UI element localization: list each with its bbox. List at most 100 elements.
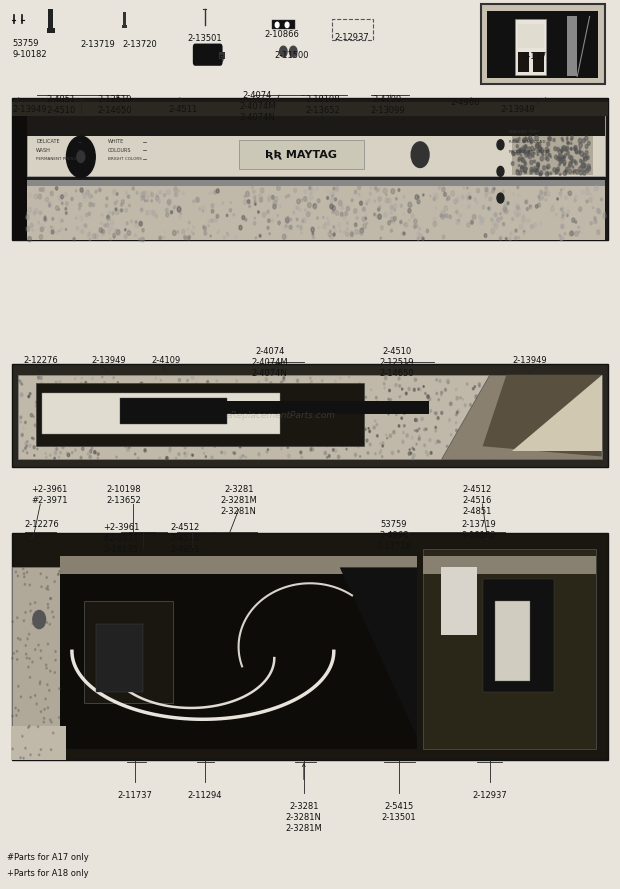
Bar: [12, 98, 608, 240]
Circle shape: [516, 149, 520, 155]
Circle shape: [264, 441, 265, 444]
Circle shape: [105, 204, 108, 207]
Circle shape: [243, 392, 246, 395]
Circle shape: [569, 191, 572, 196]
Circle shape: [184, 236, 187, 239]
Circle shape: [531, 393, 533, 395]
Circle shape: [577, 379, 578, 380]
Circle shape: [33, 416, 34, 418]
Circle shape: [570, 231, 574, 236]
Circle shape: [71, 412, 73, 416]
Circle shape: [252, 186, 254, 188]
Circle shape: [379, 206, 381, 208]
Circle shape: [575, 195, 577, 197]
Circle shape: [419, 228, 420, 230]
Circle shape: [418, 435, 420, 437]
Circle shape: [433, 218, 436, 221]
Circle shape: [387, 437, 388, 439]
Circle shape: [343, 215, 346, 220]
Circle shape: [365, 428, 366, 430]
Circle shape: [544, 192, 547, 196]
Circle shape: [108, 211, 110, 213]
Circle shape: [560, 158, 564, 163]
Circle shape: [58, 717, 60, 718]
Circle shape: [107, 385, 108, 388]
Circle shape: [29, 393, 31, 395]
Circle shape: [347, 228, 348, 230]
Circle shape: [289, 396, 290, 398]
Circle shape: [113, 236, 115, 238]
Circle shape: [104, 408, 106, 411]
Circle shape: [592, 379, 594, 380]
Circle shape: [268, 195, 272, 199]
Circle shape: [275, 22, 279, 28]
Circle shape: [546, 430, 547, 433]
Circle shape: [467, 196, 469, 200]
Circle shape: [174, 205, 175, 209]
Circle shape: [399, 385, 401, 388]
Circle shape: [293, 212, 294, 214]
Circle shape: [255, 236, 257, 239]
Circle shape: [89, 430, 91, 433]
Circle shape: [309, 196, 313, 200]
Circle shape: [261, 196, 263, 198]
Circle shape: [450, 402, 452, 405]
Circle shape: [374, 200, 376, 202]
Circle shape: [557, 170, 559, 172]
Circle shape: [565, 170, 567, 172]
Circle shape: [167, 199, 170, 204]
Circle shape: [38, 413, 41, 417]
Circle shape: [216, 436, 218, 438]
Circle shape: [401, 395, 402, 396]
Circle shape: [54, 581, 55, 582]
Circle shape: [100, 403, 102, 405]
Circle shape: [601, 198, 602, 201]
Circle shape: [316, 426, 317, 428]
Circle shape: [55, 381, 57, 383]
Circle shape: [376, 396, 377, 399]
Circle shape: [16, 571, 17, 573]
Circle shape: [542, 198, 544, 200]
Circle shape: [20, 380, 22, 384]
Circle shape: [330, 230, 331, 233]
Circle shape: [575, 231, 578, 236]
Circle shape: [50, 719, 51, 721]
Circle shape: [366, 222, 368, 224]
Circle shape: [460, 396, 461, 399]
Circle shape: [485, 190, 489, 195]
Circle shape: [25, 442, 27, 445]
Circle shape: [559, 164, 560, 166]
Circle shape: [37, 426, 38, 428]
Circle shape: [17, 575, 19, 577]
Circle shape: [550, 156, 551, 158]
Circle shape: [51, 406, 53, 410]
Circle shape: [343, 434, 344, 436]
Circle shape: [538, 147, 541, 151]
Circle shape: [28, 236, 32, 242]
Circle shape: [187, 228, 188, 230]
Circle shape: [214, 410, 216, 413]
Circle shape: [398, 412, 399, 413]
Circle shape: [155, 214, 157, 218]
Circle shape: [232, 399, 233, 402]
Circle shape: [368, 199, 370, 202]
Circle shape: [174, 394, 176, 396]
Circle shape: [298, 208, 301, 212]
Circle shape: [354, 433, 355, 435]
Circle shape: [25, 447, 26, 450]
Circle shape: [386, 434, 387, 436]
Circle shape: [96, 388, 97, 390]
Circle shape: [106, 223, 108, 228]
Circle shape: [590, 221, 592, 225]
Circle shape: [534, 148, 535, 150]
Circle shape: [351, 199, 353, 202]
Text: +Parts for A18 only: +Parts for A18 only: [7, 869, 89, 878]
Circle shape: [262, 212, 266, 217]
Circle shape: [570, 148, 572, 150]
Circle shape: [580, 421, 582, 423]
Circle shape: [392, 220, 395, 224]
Text: 2-11737: 2-11737: [118, 791, 153, 800]
Circle shape: [325, 408, 326, 410]
Circle shape: [35, 401, 37, 404]
Circle shape: [471, 220, 473, 224]
